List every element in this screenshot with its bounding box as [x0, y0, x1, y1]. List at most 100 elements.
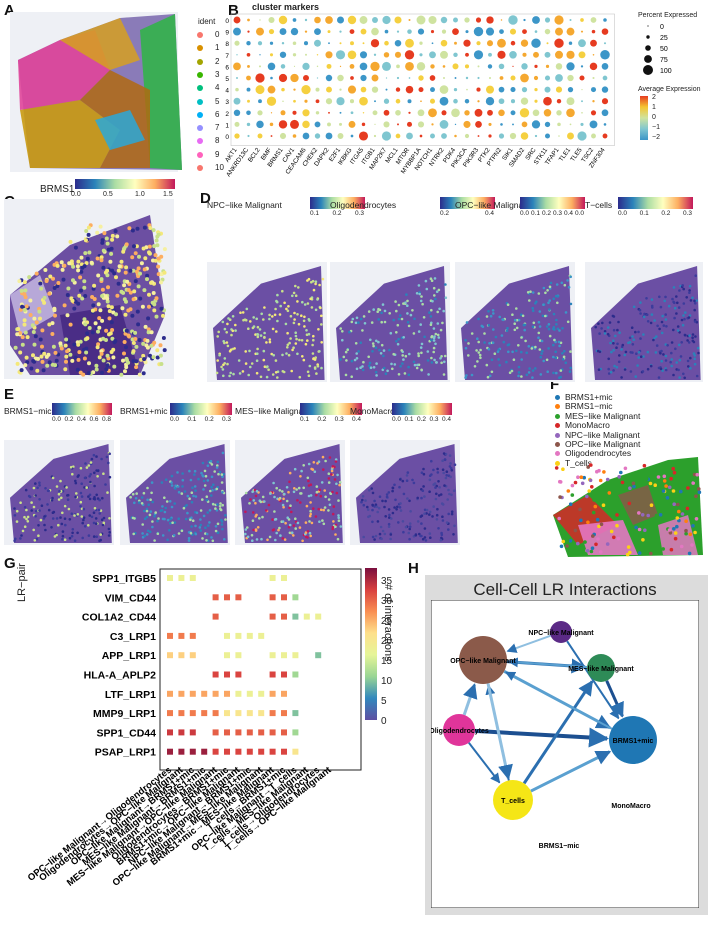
spot [522, 323, 526, 327]
spot [142, 288, 147, 293]
spot [521, 314, 525, 318]
spot [318, 520, 321, 523]
spot [222, 374, 225, 378]
spot [512, 358, 516, 361]
spot [320, 314, 323, 318]
spot [643, 312, 646, 316]
dot-mark [463, 120, 471, 128]
dot-mark [499, 29, 504, 34]
spot [32, 316, 37, 321]
spot [79, 505, 82, 508]
heatmap-cell [178, 690, 185, 697]
spot [443, 360, 446, 364]
heatmap-cell [292, 613, 299, 620]
heatmap-cell [235, 632, 242, 639]
spot [283, 301, 286, 305]
ident-label: 8 [215, 136, 220, 146]
spot [436, 322, 440, 325]
spot [335, 491, 339, 495]
spot [623, 368, 627, 371]
spot [145, 273, 150, 278]
spot [388, 348, 391, 352]
spot [695, 374, 699, 378]
dot-mark [233, 109, 241, 117]
spot [34, 320, 39, 325]
spot [220, 473, 224, 476]
spot [681, 284, 684, 287]
spot [406, 471, 410, 474]
spot [122, 283, 127, 288]
heatmap-cell [178, 632, 185, 639]
spot [61, 277, 66, 282]
dot-mark [498, 63, 505, 70]
heatmap-cell [167, 632, 173, 639]
spot [414, 533, 418, 536]
spot [287, 305, 290, 308]
spot [256, 352, 259, 355]
spot [569, 350, 572, 353]
spot [620, 348, 623, 351]
spot [642, 315, 646, 319]
dot-mark [440, 50, 448, 59]
spot [141, 341, 146, 346]
spot [265, 509, 268, 512]
spot [492, 312, 495, 315]
spot [88, 497, 92, 501]
spot [375, 339, 378, 343]
dot-mark [418, 87, 424, 93]
spot [402, 492, 406, 496]
spot [298, 338, 301, 342]
spot [430, 361, 434, 364]
size-legend-label: 50 [660, 46, 668, 53]
spot [407, 365, 410, 369]
dot-mark [429, 51, 436, 59]
legend-label: OPC−like Malignant [565, 439, 641, 449]
spot [556, 301, 559, 305]
panel-a-spatial-map [10, 12, 182, 172]
map-tick: 0.0 [575, 210, 585, 217]
heatmap-cell [178, 748, 185, 755]
spot [186, 494, 190, 498]
spot [426, 359, 430, 362]
spot [151, 291, 156, 295]
spot [149, 498, 152, 501]
spot [658, 295, 661, 299]
dot-mark [488, 76, 492, 80]
spot [145, 345, 150, 350]
spot [18, 307, 23, 312]
spot [412, 481, 416, 485]
spot [685, 296, 688, 299]
spot [517, 374, 520, 378]
spot [660, 331, 664, 335]
spot [87, 524, 90, 527]
lr-pair-label: SPP1_CD44 [96, 727, 156, 739]
spot [260, 312, 263, 316]
spot [687, 316, 691, 319]
network-node [609, 716, 657, 764]
spot [431, 299, 434, 303]
spot [672, 300, 675, 304]
spot [221, 527, 224, 531]
spot [444, 476, 448, 480]
dot-mark [534, 30, 538, 33]
spot [554, 340, 557, 344]
spot [695, 299, 698, 302]
dot-mark [429, 98, 436, 104]
spot [553, 338, 556, 342]
spot [92, 453, 96, 457]
heatmap-cell [258, 710, 265, 717]
spot [498, 315, 501, 319]
spot [154, 314, 159, 319]
spot [295, 337, 298, 341]
spot [63, 517, 67, 520]
spot [439, 328, 443, 332]
spot [312, 334, 315, 338]
heatmap-cell [269, 729, 276, 736]
spot [225, 331, 228, 334]
spot [330, 469, 334, 473]
dot-mark [362, 42, 365, 45]
spot [309, 501, 312, 504]
spot [189, 478, 193, 482]
spot [683, 376, 686, 380]
spot [573, 528, 578, 533]
